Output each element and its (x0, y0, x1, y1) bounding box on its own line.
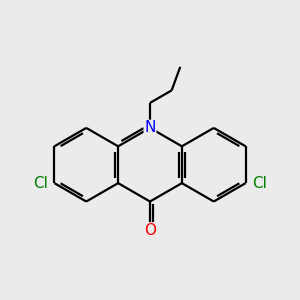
Text: O: O (144, 223, 156, 238)
Text: Cl: Cl (33, 176, 48, 190)
Text: Cl: Cl (252, 176, 267, 190)
Text: N: N (144, 120, 156, 135)
